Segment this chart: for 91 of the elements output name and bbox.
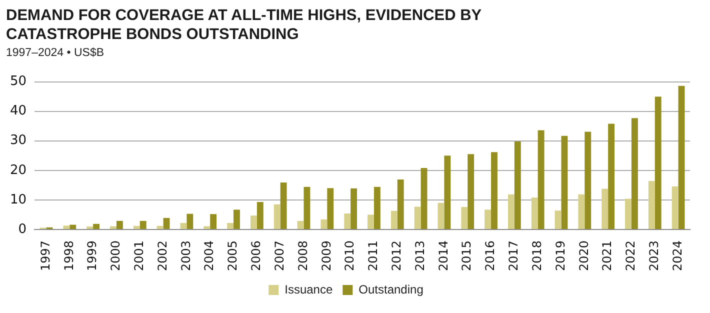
bar bbox=[631, 118, 638, 229]
x-tick-label: 1998 bbox=[62, 240, 76, 272]
bar bbox=[468, 154, 474, 229]
bar bbox=[344, 214, 351, 229]
bar bbox=[461, 207, 468, 229]
x-tick-label: 2022 bbox=[624, 240, 638, 272]
x-tick-label: 2001 bbox=[132, 240, 146, 272]
bar bbox=[390, 210, 398, 229]
x-tick-label: 2014 bbox=[436, 240, 450, 272]
x-tick-label: 2013 bbox=[412, 240, 427, 272]
x-tick-label: 2010 bbox=[342, 240, 357, 272]
x-tick-label: 2018 bbox=[530, 240, 544, 272]
x-tick-label: 2009 bbox=[319, 240, 334, 272]
bar bbox=[374, 186, 380, 229]
bar bbox=[227, 222, 234, 229]
bar bbox=[70, 224, 76, 229]
x-tick-label: 2002 bbox=[155, 240, 170, 272]
x-tick-label: 2004 bbox=[202, 240, 216, 272]
bar bbox=[491, 152, 498, 229]
bar bbox=[274, 204, 280, 229]
x-tick-label: 2015 bbox=[460, 240, 474, 272]
bar bbox=[368, 214, 374, 229]
y-tick-label: 20 bbox=[10, 162, 27, 178]
bar bbox=[508, 194, 514, 229]
x-tick-label: 2012 bbox=[390, 240, 404, 272]
bar bbox=[297, 220, 304, 229]
bar bbox=[397, 180, 404, 229]
legend-label: Issuance bbox=[284, 282, 333, 296]
bar bbox=[110, 226, 116, 229]
x-tick-label: 2008 bbox=[296, 240, 310, 272]
bar bbox=[116, 220, 123, 229]
bar bbox=[163, 218, 170, 229]
bar bbox=[256, 202, 264, 229]
y-tick-label: 0 bbox=[18, 222, 27, 237]
bar bbox=[180, 222, 187, 229]
bar bbox=[531, 198, 538, 229]
bar bbox=[584, 132, 592, 229]
y-tick-label: 50 bbox=[10, 74, 27, 90]
bar bbox=[561, 136, 568, 229]
x-tick-label: 2023 bbox=[647, 240, 662, 272]
bar bbox=[438, 202, 444, 229]
x-tick-label: 2006 bbox=[249, 240, 264, 272]
legend-label: Outstanding bbox=[358, 282, 424, 296]
chart-title: DEMAND FOR COVERAGE AT ALL-TIME HIGHS, EVIDENCED BY CATASTROPHE BONDS OUTSTANDING bbox=[6, 6, 482, 44]
bar bbox=[538, 130, 544, 229]
chart-subtitle: 1997–2024 • US$B bbox=[6, 47, 104, 59]
bar bbox=[133, 226, 140, 229]
bar bbox=[140, 220, 146, 229]
bar bbox=[186, 214, 194, 229]
bar bbox=[93, 224, 100, 229]
bar bbox=[156, 226, 164, 229]
bar bbox=[420, 168, 428, 229]
bar bbox=[63, 226, 70, 229]
bar bbox=[210, 214, 217, 229]
x-tick-label: 2017 bbox=[506, 240, 521, 272]
x-tick-label: 2005 bbox=[226, 240, 240, 272]
x-tick-label: 2024 bbox=[670, 240, 684, 272]
bar bbox=[304, 186, 310, 229]
bar bbox=[444, 156, 451, 229]
bar bbox=[327, 188, 334, 229]
bar bbox=[654, 96, 662, 229]
bar bbox=[280, 182, 287, 229]
bar bbox=[648, 181, 655, 229]
x-tick-label: 1997 bbox=[38, 240, 52, 272]
x-tick-label: 2011 bbox=[366, 240, 380, 272]
bar bbox=[672, 186, 678, 229]
bar bbox=[414, 206, 421, 229]
bar bbox=[625, 198, 632, 229]
y-tick-label: 10 bbox=[10, 192, 27, 208]
bar bbox=[484, 210, 492, 229]
bar bbox=[350, 188, 358, 229]
bar bbox=[234, 210, 240, 229]
bar bbox=[250, 216, 257, 229]
y-tick-label: 30 bbox=[10, 133, 27, 148]
x-tick-label: 2000 bbox=[108, 240, 123, 272]
x-tick-label: 2021 bbox=[600, 240, 614, 272]
bar bbox=[608, 124, 615, 229]
bar bbox=[678, 86, 685, 229]
x-tick-label: 2019 bbox=[553, 240, 568, 272]
bar bbox=[602, 188, 608, 229]
y-tick-label: 40 bbox=[10, 104, 27, 119]
bar bbox=[204, 226, 210, 229]
x-tick-label: 2007 bbox=[272, 240, 286, 272]
x-tick-label: 2020 bbox=[576, 240, 591, 272]
bar bbox=[578, 194, 585, 229]
bar bbox=[514, 141, 521, 229]
x-tick-label: 2003 bbox=[178, 240, 193, 272]
x-tick-label: 1999 bbox=[85, 240, 100, 272]
bar bbox=[320, 219, 328, 229]
bar bbox=[554, 210, 562, 229]
x-tick-label: 2016 bbox=[483, 240, 498, 272]
